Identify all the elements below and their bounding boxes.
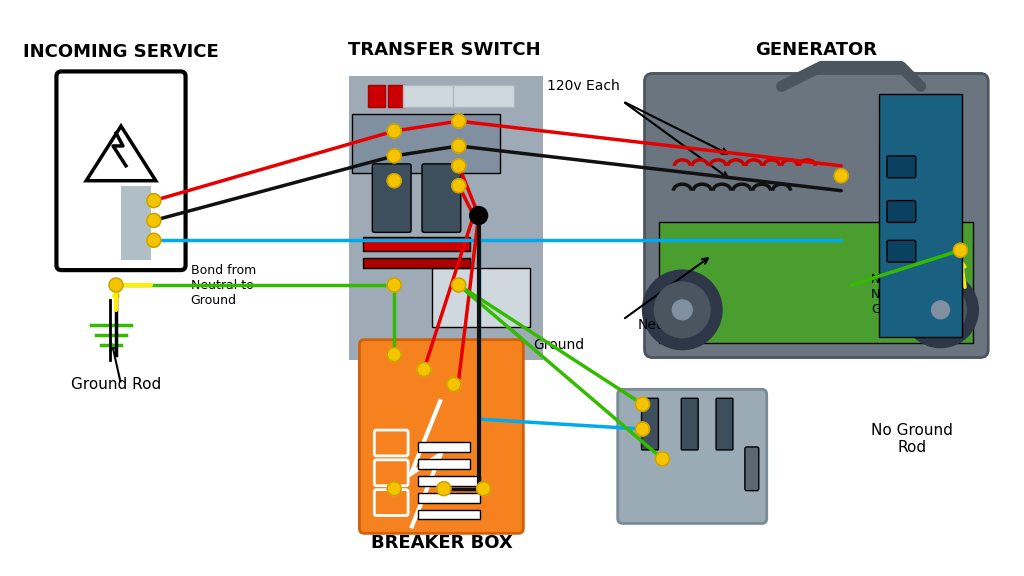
Circle shape — [452, 159, 466, 173]
Text: Ground Rod: Ground Rod — [72, 377, 162, 392]
Circle shape — [932, 301, 949, 319]
FancyBboxPatch shape — [642, 398, 658, 450]
Circle shape — [437, 482, 451, 495]
FancyBboxPatch shape — [453, 85, 514, 107]
FancyBboxPatch shape — [418, 510, 479, 520]
FancyBboxPatch shape — [644, 73, 988, 358]
FancyBboxPatch shape — [418, 442, 470, 452]
Circle shape — [452, 278, 466, 292]
FancyBboxPatch shape — [879, 94, 963, 337]
FancyBboxPatch shape — [373, 164, 411, 232]
Text: No Bond from
Neutral to
Ground: No Bond from Neutral to Ground — [871, 274, 957, 316]
FancyBboxPatch shape — [359, 340, 523, 533]
FancyBboxPatch shape — [422, 164, 461, 232]
Circle shape — [387, 347, 401, 362]
Circle shape — [470, 207, 487, 225]
Circle shape — [673, 300, 692, 320]
Text: INCOMING SERVICE: INCOMING SERVICE — [24, 43, 219, 60]
Circle shape — [387, 278, 401, 292]
Circle shape — [654, 282, 710, 338]
Circle shape — [387, 174, 401, 188]
Circle shape — [642, 270, 722, 350]
FancyBboxPatch shape — [681, 398, 698, 450]
Circle shape — [476, 482, 490, 495]
Text: BREAKER BOX: BREAKER BOX — [371, 535, 513, 552]
Circle shape — [417, 362, 431, 376]
Circle shape — [146, 194, 161, 207]
Circle shape — [636, 397, 649, 411]
FancyBboxPatch shape — [364, 258, 470, 268]
Circle shape — [446, 377, 461, 391]
FancyBboxPatch shape — [369, 85, 385, 107]
FancyBboxPatch shape — [388, 85, 406, 107]
FancyBboxPatch shape — [617, 389, 767, 524]
Circle shape — [452, 179, 466, 192]
FancyBboxPatch shape — [432, 268, 530, 327]
Text: Neutral: Neutral — [638, 318, 689, 332]
Circle shape — [452, 114, 466, 128]
FancyBboxPatch shape — [887, 156, 915, 178]
Text: 120v Each: 120v Each — [547, 79, 620, 93]
FancyBboxPatch shape — [887, 240, 915, 262]
Circle shape — [636, 422, 649, 436]
FancyBboxPatch shape — [418, 476, 479, 486]
Text: TRANSFER SWITCH: TRANSFER SWITCH — [347, 40, 541, 59]
Circle shape — [387, 124, 401, 138]
FancyBboxPatch shape — [418, 492, 479, 503]
FancyBboxPatch shape — [716, 398, 733, 450]
Circle shape — [110, 278, 123, 292]
Polygon shape — [86, 126, 156, 181]
FancyBboxPatch shape — [121, 185, 151, 260]
Text: Ground: Ground — [534, 338, 585, 351]
FancyBboxPatch shape — [887, 200, 915, 222]
FancyBboxPatch shape — [744, 447, 759, 491]
Circle shape — [835, 169, 848, 183]
Text: Bond from
Neutral to
Ground: Bond from Neutral to Ground — [190, 263, 256, 306]
Text: GENERATOR: GENERATOR — [756, 40, 878, 59]
Circle shape — [387, 482, 401, 495]
FancyBboxPatch shape — [349, 77, 543, 359]
Circle shape — [655, 452, 670, 466]
Circle shape — [146, 214, 161, 228]
Circle shape — [914, 284, 967, 336]
Circle shape — [146, 233, 161, 247]
FancyBboxPatch shape — [56, 71, 185, 270]
FancyBboxPatch shape — [418, 459, 470, 469]
Circle shape — [903, 272, 978, 347]
FancyBboxPatch shape — [364, 237, 470, 251]
Circle shape — [452, 139, 466, 153]
Circle shape — [953, 243, 968, 257]
FancyBboxPatch shape — [403, 85, 465, 107]
FancyBboxPatch shape — [352, 114, 501, 173]
FancyBboxPatch shape — [659, 222, 974, 343]
Text: No Ground
Rod: No Ground Rod — [871, 423, 953, 455]
Circle shape — [387, 149, 401, 163]
